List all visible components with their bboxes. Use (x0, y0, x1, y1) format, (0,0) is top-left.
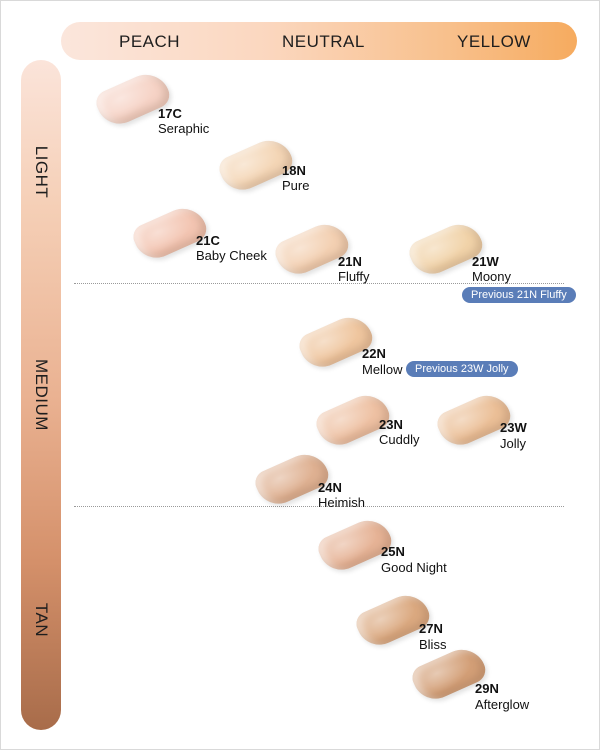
undertone-neutral-label: NEUTRAL (282, 32, 365, 51)
shade-code: 23N (379, 417, 403, 432)
shade-name: Good Night (381, 560, 447, 575)
depth-tan-label: TAN (32, 602, 51, 638)
shade-code: 22N (362, 346, 386, 361)
shade-name: Fluffy (338, 269, 370, 284)
undertone-bar (61, 22, 577, 60)
shade-name: Cuddly (379, 432, 420, 447)
shade-code: 23W (500, 420, 527, 435)
shade-code: 21N (338, 254, 362, 269)
previous-shade-note: Previous 21N Fluffy (462, 287, 576, 303)
shade-code: 21C (196, 233, 220, 248)
shade-code: 29N (475, 681, 499, 696)
depth-bar (21, 60, 61, 730)
shade-name: Baby Cheek (196, 248, 267, 263)
shade-code: 18N (282, 163, 306, 178)
shade-name: Afterglow (475, 697, 530, 712)
undertone-yellow-label: YELLOW (457, 32, 531, 51)
shade-code: 17C (158, 106, 182, 121)
shade-name: Seraphic (158, 121, 210, 136)
shade-code: 27N (419, 621, 443, 636)
previous-shade-note: Previous 23W Jolly (406, 361, 518, 377)
depth-light-label: LIGHT (32, 145, 51, 199)
shade-name: Heimish (318, 495, 365, 510)
light-medium-divider (74, 283, 564, 284)
shade-name: Moony (472, 269, 512, 284)
depth-medium-label: MEDIUM (32, 359, 51, 431)
undertone-peach-label: PEACH (119, 32, 181, 51)
shade-name: Mellow (362, 362, 403, 377)
shade-name: Jolly (500, 436, 527, 451)
medium-tan-divider (74, 506, 564, 507)
shade-code: 24N (318, 480, 342, 495)
shade-name: Pure (282, 178, 310, 193)
shade-name: Bliss (419, 637, 447, 652)
shade-code: 21W (472, 254, 499, 269)
shade-code: 25N (381, 544, 405, 559)
